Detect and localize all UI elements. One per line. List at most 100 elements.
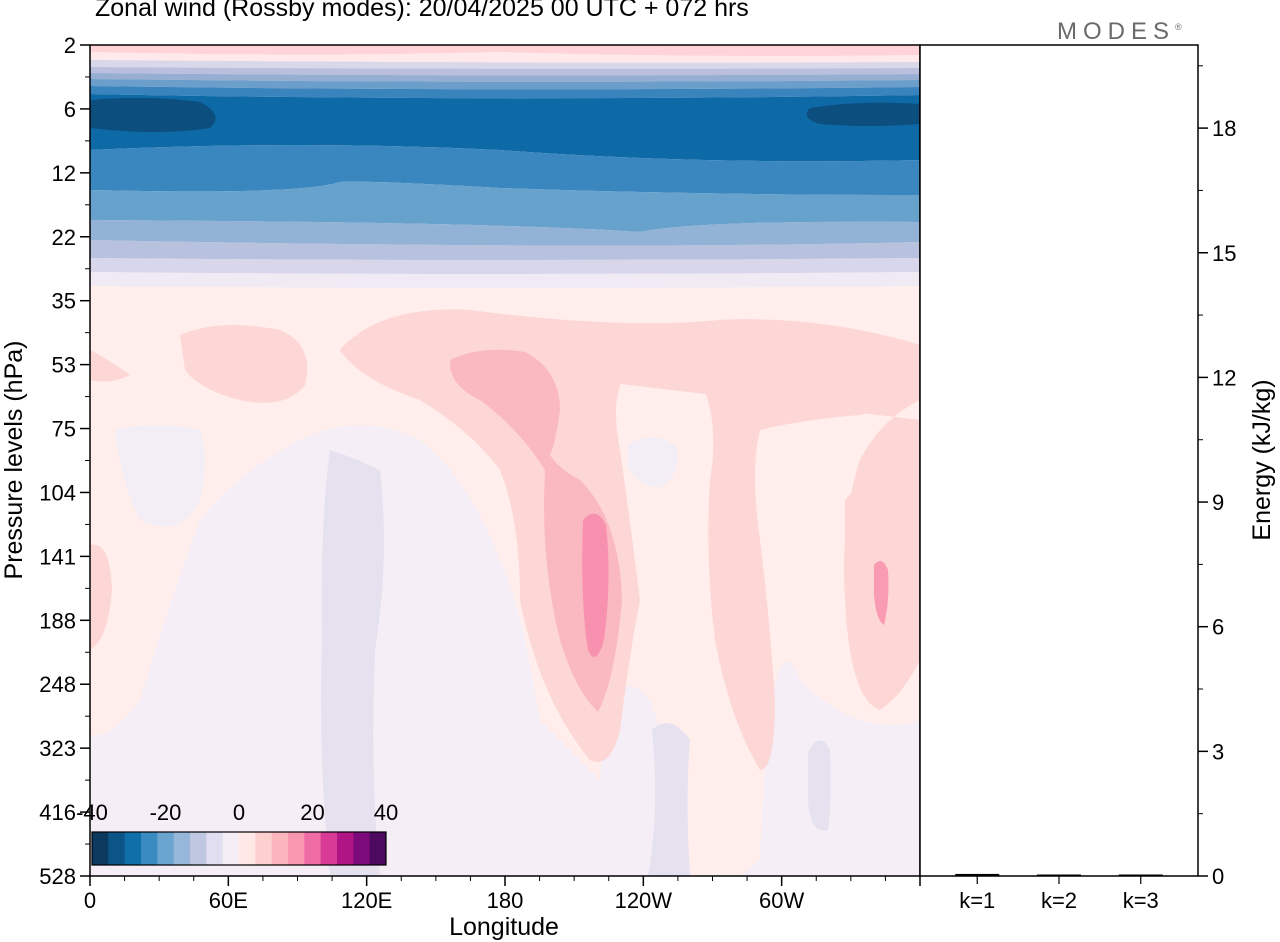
colorbar-tick-label: 20 <box>300 800 324 825</box>
energy-tick-label: 9 <box>1212 490 1224 515</box>
y-tick-label: 188 <box>39 608 76 633</box>
contour-band <box>90 45 920 56</box>
energy-category-label: k=3 <box>1123 888 1159 913</box>
colorbar-tick-label: 0 <box>233 800 245 825</box>
x-tick-label: 180 <box>487 888 524 913</box>
contour-band <box>90 220 920 246</box>
x-tick-label: 60E <box>209 888 248 913</box>
colorbar-swatch <box>141 832 158 865</box>
colorbar-swatch <box>92 832 109 865</box>
x-tick-label: 120E <box>341 888 392 913</box>
contour-band <box>90 258 920 274</box>
colorbar-swatch <box>124 832 142 865</box>
contour-trough <box>321 450 384 876</box>
contour-core <box>90 97 216 132</box>
colorbar-swatch <box>271 832 289 865</box>
contour-band <box>90 60 920 69</box>
colorbar-swatch <box>239 832 256 865</box>
y-axis: 2 6 12 22 35 53 75 104 141 188 248 323 416 528 <box>39 33 90 889</box>
y-axis-label: Pressure levels (hPa) <box>0 341 28 580</box>
contour-band <box>90 286 920 876</box>
contour-jet <box>90 544 112 650</box>
colorbar-swatch <box>255 832 273 865</box>
x-axis: 0 60E 120E 180 120W 60W <box>84 876 921 913</box>
contour-band <box>90 52 920 63</box>
y-tick-label: 53 <box>52 353 76 378</box>
energy-tick-label: 12 <box>1212 365 1236 390</box>
contour-trough <box>808 740 831 831</box>
contour-band <box>90 240 920 260</box>
colorbar-swatch <box>157 832 175 865</box>
contour-band <box>90 145 920 195</box>
colorbar-swatch <box>320 832 338 865</box>
colorbar-swatch <box>190 832 207 865</box>
brand-name: MODES <box>1057 18 1176 45</box>
energy-panel: 0 3 6 9 12 15 18 k=1 k=2 k=3 <box>955 65 1236 913</box>
contour-jet <box>180 325 308 403</box>
contour-core <box>449 349 622 712</box>
contour-trough <box>628 437 678 488</box>
contour-band <box>90 86 920 99</box>
contour-band <box>90 73 920 82</box>
contour-core <box>806 102 920 126</box>
energy-axis-label: Energy (kJ/kg) <box>1248 379 1276 540</box>
energy-bar <box>1037 874 1081 876</box>
energy-tick-label: 0 <box>1212 864 1224 889</box>
contour-band <box>90 94 920 162</box>
y-tick-label: 416 <box>39 800 76 825</box>
colorbar-swatch <box>369 832 387 865</box>
x-tick-label: 120W <box>615 888 673 913</box>
colorbar-tick-label: 40 <box>374 800 398 825</box>
colorbar-swatch <box>353 832 371 865</box>
y-tick-label: 35 <box>52 289 76 314</box>
colorbar-frame <box>91 831 387 866</box>
y-tick-label: 12 <box>52 161 76 186</box>
chart-title: Zonal wind (Rossby modes): 20/04/2025 00… <box>95 0 749 22</box>
y-tick-label: 323 <box>39 736 76 761</box>
contour-core <box>874 561 889 625</box>
colorbar-tick-label: -40 <box>76 800 108 825</box>
x-tick-label: 0 <box>84 888 96 913</box>
energy-panel-frame <box>919 44 1199 877</box>
y-tick-label: 104 <box>39 480 76 505</box>
brand-logo: MODES® <box>1057 18 1182 46</box>
colorbar-swatch <box>288 832 305 865</box>
y-tick-label: 141 <box>39 544 76 569</box>
contour-band <box>90 79 920 90</box>
y-tick-label: 75 <box>52 417 76 442</box>
contour-core <box>582 513 609 658</box>
x-tick-label: 60W <box>759 888 804 913</box>
colorbar-swatch <box>173 832 191 865</box>
colorbar-swatch <box>222 832 240 865</box>
energy-category-label: k=2 <box>1041 888 1077 913</box>
energy-bar <box>1118 874 1163 876</box>
brand-mark: ® <box>1175 22 1182 32</box>
colorbar-swatch <box>304 832 322 865</box>
contour-band <box>90 272 920 288</box>
colorbar-legend: -40 -20 0 20 40 <box>76 800 398 866</box>
y-tick-label: 22 <box>52 225 76 250</box>
energy-bar <box>955 873 1000 876</box>
contour-field <box>90 45 920 876</box>
colorbar-swatch <box>108 832 126 865</box>
colorbar-tick-label: -20 <box>150 800 182 825</box>
energy-tick-label: 3 <box>1212 739 1224 764</box>
energy-category-label: k=1 <box>959 888 995 913</box>
contour-band <box>90 181 920 232</box>
energy-tick-label: 15 <box>1212 241 1236 266</box>
y-tick-label: 2 <box>64 33 76 58</box>
contour-jet <box>340 309 920 770</box>
energy-tick-label: 6 <box>1212 615 1224 640</box>
y-tick-label: 6 <box>64 97 76 122</box>
energy-tick-label: 18 <box>1212 116 1236 141</box>
colorbar-swatch <box>206 832 224 865</box>
contour-trough <box>115 425 205 527</box>
colorbar-swatch <box>337 832 354 865</box>
x-axis-label: Longitude <box>449 913 559 941</box>
y-tick-label: 528 <box>39 864 76 889</box>
y-tick-label: 248 <box>39 672 76 697</box>
contour-band <box>90 67 920 76</box>
contour-jet <box>90 350 130 382</box>
contour-trough <box>648 722 690 876</box>
